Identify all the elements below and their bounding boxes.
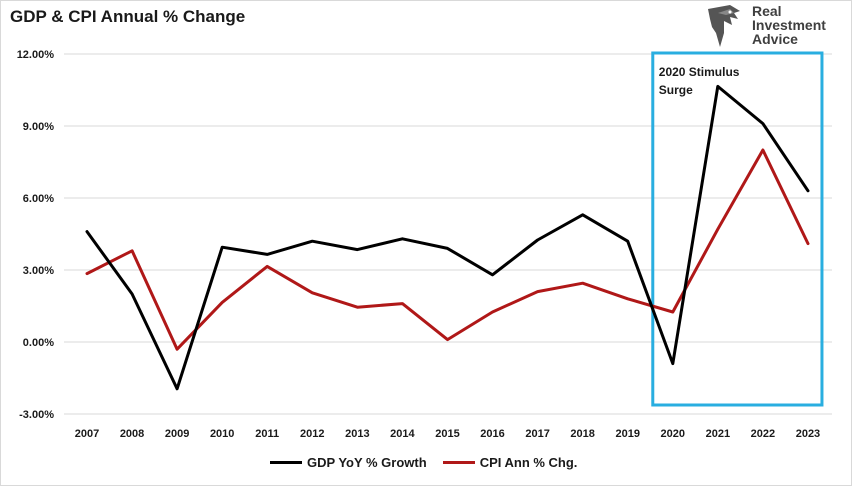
- x-tick-label: 2010: [210, 428, 234, 440]
- x-tick-label: 2017: [525, 428, 549, 440]
- x-tick-label: 2015: [435, 428, 459, 440]
- legend: GDP YoY % Growth CPI Ann % Chg.: [270, 453, 577, 471]
- y-tick-label: 3.00%: [23, 265, 54, 277]
- x-tick-label: 2016: [480, 428, 504, 440]
- x-tick-label: 2007: [75, 428, 99, 440]
- y-tick-label: -3.00%: [19, 409, 54, 421]
- gridlines: [64, 53, 832, 415]
- annotation-box: [651, 51, 824, 407]
- x-tick-label: 2012: [300, 428, 324, 440]
- logo-line-2: Investment: [752, 17, 826, 33]
- x-tick-label: 2008: [120, 428, 144, 440]
- annotation-text-line-1: 2020 Stimulus: [659, 65, 740, 79]
- x-tick-label: 2009: [165, 428, 189, 440]
- legend-swatch-cpi: [442, 460, 475, 464]
- annotation-text-line-2: Surge: [659, 83, 693, 97]
- x-tick-label: 2021: [706, 428, 730, 440]
- brand-logo: [700, 3, 850, 49]
- brand-logo-text: Real Investment Advice: [752, 4, 826, 46]
- y-tick-label: 9.00%: [23, 121, 54, 133]
- logo-line-1: Real: [752, 3, 782, 19]
- y-axis-ticks: 12.00% 9.00% 6.00% 3.00% 0.00% -3.00%: [17, 49, 55, 421]
- x-tick-label: 2018: [570, 428, 594, 440]
- eagle-icon: [708, 5, 740, 47]
- legend-item-gdp: GDP YoY % Growth: [270, 455, 427, 470]
- y-tick-label: 12.00%: [17, 49, 55, 61]
- annotation: 2020 Stimulus Surge: [651, 51, 824, 407]
- y-tick-label: 6.00%: [23, 193, 54, 205]
- legend-swatch-gdp: [270, 460, 302, 464]
- logo-line-3: Advice: [752, 31, 798, 47]
- series-line-gdp: [85, 84, 810, 391]
- x-tick-label: 2022: [751, 428, 775, 440]
- x-tick-label: 2014: [390, 428, 415, 440]
- chart-title: GDP & CPI Annual % Change: [10, 7, 246, 26]
- x-axis-ticks: 2007 2008 2009 2010 2011 2012 2013 2014 2015 2016…: [75, 428, 820, 440]
- x-tick-label: 2013: [345, 428, 369, 440]
- x-tick-label: 2020: [661, 428, 685, 440]
- x-tick-label: 2019: [615, 428, 639, 440]
- y-tick-label: 0.00%: [23, 337, 54, 349]
- x-tick-label: 2011: [255, 428, 279, 440]
- series-lines: [85, 84, 810, 391]
- legend-item-cpi: CPI Ann % Chg.: [442, 454, 578, 470]
- legend-label-cpi: CPI Ann % Chg.: [479, 454, 578, 470]
- series-line-cpi: [85, 148, 810, 351]
- x-tick-label: 2023: [796, 428, 820, 440]
- legend-label-gdp: GDP YoY % Growth: [307, 454, 427, 470]
